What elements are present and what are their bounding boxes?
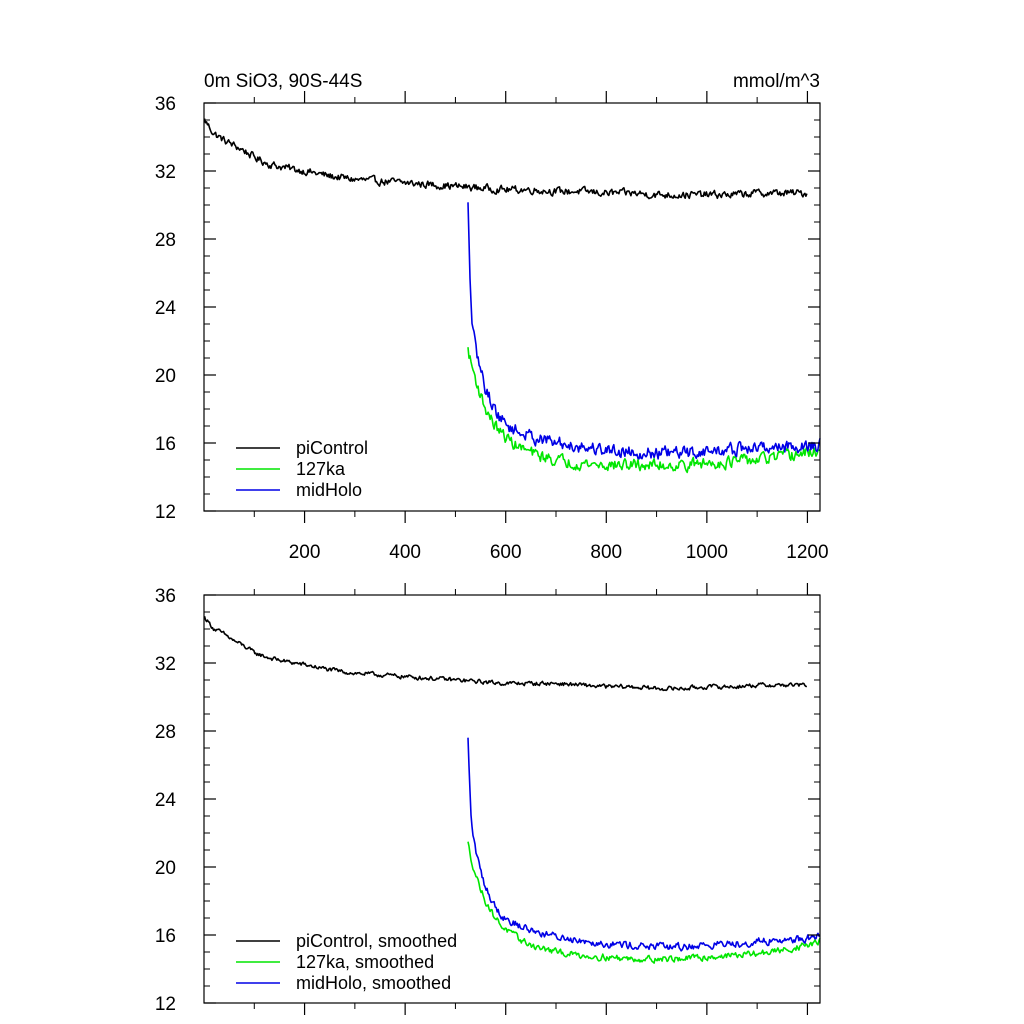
legend-label: midHolo bbox=[296, 480, 362, 500]
y-tick-label: 16 bbox=[155, 926, 176, 947]
x-tick-label: 400 bbox=[389, 542, 421, 563]
series-line-0 bbox=[203, 118, 808, 200]
legend-label: piControl bbox=[296, 438, 368, 458]
series-line-1 bbox=[467, 841, 821, 964]
x-tick-label: 200 bbox=[289, 542, 321, 563]
legend-label: piControl, smoothed bbox=[296, 931, 457, 951]
x-tick-label: 1200 bbox=[786, 542, 828, 563]
y-tick-label: 24 bbox=[155, 298, 177, 319]
y-tick-label: 32 bbox=[155, 162, 176, 183]
series-layer bbox=[203, 615, 821, 964]
y-tick-label: 20 bbox=[155, 366, 176, 387]
series-line-1 bbox=[467, 347, 821, 474]
tick-layer: 12 16 20 24 28 32 36 200 400 600 800 1000 1200 bbox=[155, 91, 829, 563]
y-tick-label: 36 bbox=[155, 586, 176, 607]
series-line-2 bbox=[467, 737, 821, 952]
x-tick-label: 600 bbox=[490, 542, 522, 563]
y-tick-label: 24 bbox=[155, 790, 177, 811]
panel-title: 0m SiO3, 90S-44S bbox=[204, 71, 362, 92]
y-tick-label: 20 bbox=[155, 858, 176, 879]
tick-layer: 12 16 20 24 28 32 36 bbox=[155, 583, 820, 1015]
legend-label: midHolo, smoothed bbox=[296, 973, 451, 993]
x-tick-label: 800 bbox=[590, 542, 622, 563]
x-tick-label: 1000 bbox=[686, 542, 728, 563]
series-line-0 bbox=[203, 615, 807, 692]
series-line-2 bbox=[467, 202, 821, 460]
y-tick-label: 12 bbox=[155, 502, 176, 523]
y-tick-label: 16 bbox=[155, 434, 176, 455]
y-tick-label: 12 bbox=[155, 994, 176, 1015]
y-tick-label: 36 bbox=[155, 94, 176, 115]
y-tick-label: 28 bbox=[155, 230, 176, 251]
units-label: mmol/m^3 bbox=[733, 71, 820, 92]
y-tick-label: 28 bbox=[155, 722, 176, 743]
top-panel: 0m SiO3, 90S-44S mmol/m^3 12 16 20 24 28 32 36… bbox=[155, 71, 829, 563]
legend-label: 127ka bbox=[296, 459, 346, 479]
legend-label: 127ka, smoothed bbox=[296, 952, 434, 972]
bottom-panel: 12 16 20 24 28 32 36 piControl, smoothed127ka,… bbox=[155, 583, 821, 1015]
series-layer bbox=[203, 118, 821, 474]
y-tick-label: 32 bbox=[155, 654, 176, 675]
